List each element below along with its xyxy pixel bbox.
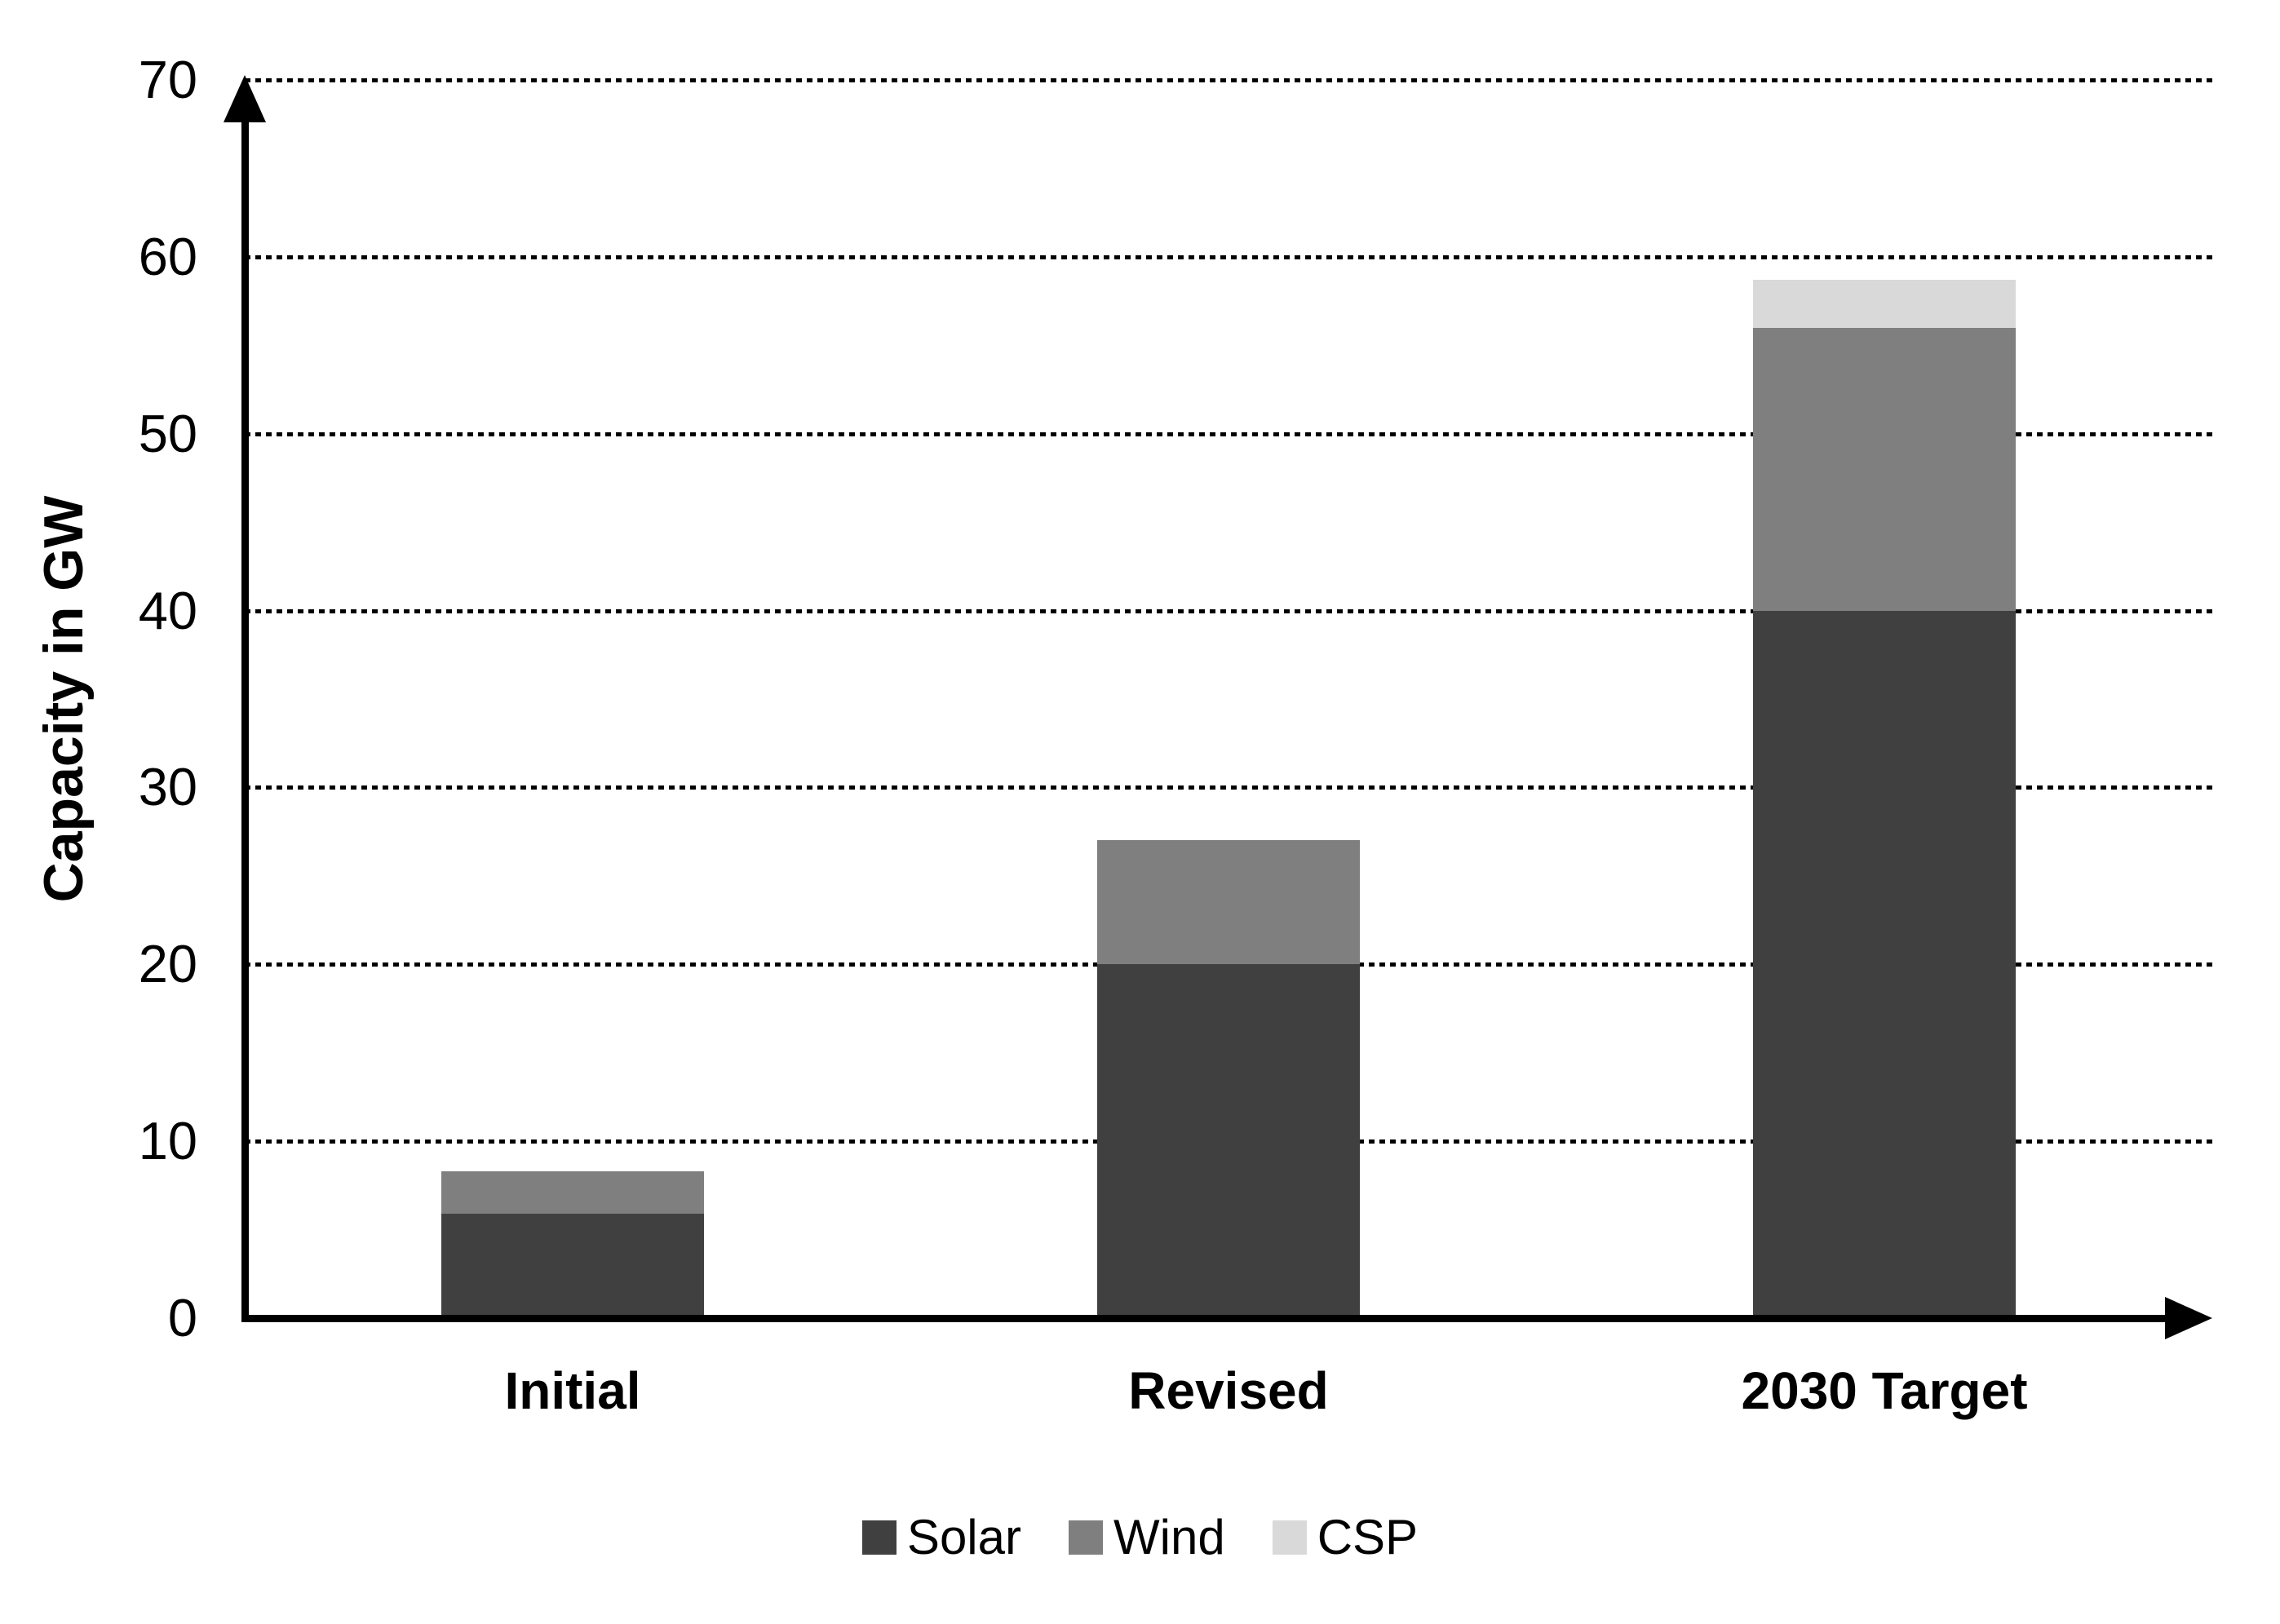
bar-segment-2030-target-csp	[1753, 280, 2016, 328]
x-category-label-2030-target: 2030 Target	[1741, 1361, 2028, 1420]
legend-swatch-csp	[1272, 1520, 1307, 1555]
legend-item-solar: Solar	[861, 1510, 1021, 1564]
bar-segment-initial-wind	[441, 1171, 704, 1215]
bar-segment-revised-wind	[1097, 840, 1360, 965]
x-axis-line	[241, 1315, 2168, 1322]
gridline-40	[245, 608, 2212, 613]
y-tick-label-40: 40	[138, 580, 197, 640]
y-axis-title: Capacity in GW	[33, 495, 95, 903]
bar-segment-2030-target-wind	[1753, 327, 2016, 611]
gridline-30	[245, 785, 2212, 790]
y-tick-label-50: 50	[138, 403, 197, 463]
legend-label-solar: Solar	[906, 1510, 1021, 1564]
y-tick-label-20: 20	[138, 934, 197, 994]
legend-swatch-solar	[861, 1520, 897, 1555]
legend: Solar Wind CSP	[0, 1501, 2280, 1574]
bar-segment-initial-solar	[441, 1214, 704, 1318]
gridline-60	[245, 254, 2212, 259]
y-tick-label-30: 30	[138, 757, 197, 817]
legend-label-wind: Wind	[1113, 1510, 1225, 1564]
y-tick-label-70: 70	[138, 50, 197, 109]
y-axis-arrowhead-icon	[224, 75, 266, 122]
x-axis-arrowhead-icon	[2165, 1297, 2212, 1339]
bar-segment-2030-target-solar	[1753, 610, 2016, 1318]
y-tick-label-10: 10	[138, 1111, 197, 1171]
gridline-50	[245, 431, 2212, 436]
legend-item-csp: CSP	[1272, 1510, 1419, 1564]
y-tick-label-60: 60	[138, 226, 197, 286]
legend-label-csp: CSP	[1317, 1510, 1419, 1564]
y-axis-line	[241, 114, 249, 1322]
gridline-70	[245, 78, 2212, 82]
legend-swatch-wind	[1069, 1520, 1103, 1555]
y-tick-label-0: 0	[167, 1288, 197, 1347]
bar-segment-revised-solar	[1097, 964, 1360, 1318]
legend-item-wind: Wind	[1069, 1513, 1225, 1562]
x-category-label-initial: Initial	[504, 1361, 641, 1420]
x-category-label-revised: Revised	[1128, 1361, 1329, 1420]
